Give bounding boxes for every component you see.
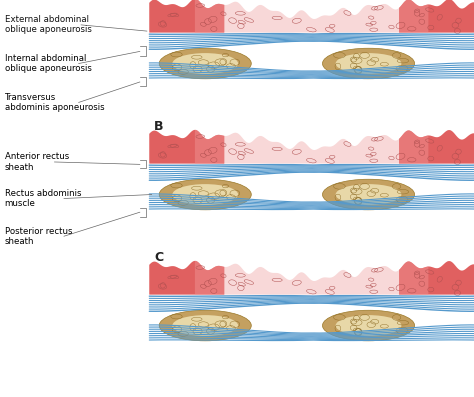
Polygon shape	[399, 262, 428, 295]
Ellipse shape	[159, 179, 251, 210]
Polygon shape	[149, 261, 474, 295]
Ellipse shape	[336, 53, 401, 74]
Text: C: C	[154, 251, 163, 264]
Polygon shape	[195, 0, 224, 33]
Text: Internal abdominal
oblique aponeurosis: Internal abdominal oblique aponeurosis	[5, 54, 91, 73]
Ellipse shape	[336, 184, 401, 205]
Text: External abdominal
oblique aponeurosis: External abdominal oblique aponeurosis	[5, 15, 91, 34]
Ellipse shape	[173, 53, 238, 74]
Polygon shape	[399, 0, 474, 33]
Polygon shape	[149, 0, 224, 33]
Ellipse shape	[322, 48, 415, 79]
Ellipse shape	[173, 184, 238, 205]
Text: Posterior rectus
sheath: Posterior rectus sheath	[5, 227, 72, 246]
Ellipse shape	[336, 315, 401, 336]
Text: Transversus
abdominis aponeurosis: Transversus abdominis aponeurosis	[5, 93, 104, 112]
Text: Rectus abdominis
muscle: Rectus abdominis muscle	[5, 189, 81, 208]
Polygon shape	[399, 261, 474, 295]
Polygon shape	[149, 0, 474, 33]
Polygon shape	[399, 130, 474, 164]
Polygon shape	[149, 261, 224, 295]
Text: B: B	[154, 120, 164, 133]
Polygon shape	[399, 0, 428, 33]
Ellipse shape	[322, 310, 415, 341]
Text: Anterior rectus
sheath: Anterior rectus sheath	[5, 152, 69, 172]
Polygon shape	[195, 130, 224, 164]
Polygon shape	[195, 261, 224, 295]
Ellipse shape	[159, 310, 251, 341]
Polygon shape	[399, 131, 428, 164]
Ellipse shape	[159, 48, 251, 79]
Text: A: A	[154, 0, 164, 2]
Polygon shape	[149, 130, 224, 164]
Ellipse shape	[322, 179, 415, 210]
Ellipse shape	[173, 315, 238, 336]
Polygon shape	[149, 130, 474, 164]
